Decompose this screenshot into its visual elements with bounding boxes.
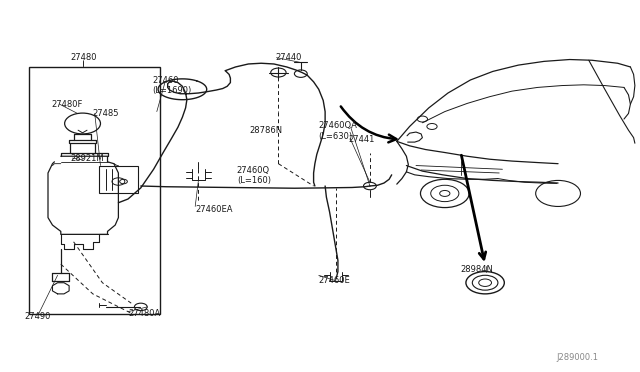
Text: 27490: 27490	[24, 312, 51, 321]
Text: 27440: 27440	[275, 53, 301, 62]
Text: 27460EA: 27460EA	[195, 205, 233, 214]
Text: 27460
(L=1690): 27460 (L=1690)	[152, 76, 191, 95]
Text: 28984N: 28984N	[461, 265, 493, 274]
Text: 27441: 27441	[349, 135, 375, 144]
Text: 28786N: 28786N	[250, 126, 283, 135]
Text: 27460QA
(L=630): 27460QA (L=630)	[319, 121, 358, 141]
Text: 27460Q
(L=160): 27460Q (L=160)	[237, 166, 271, 185]
Text: J289000.1: J289000.1	[557, 353, 599, 362]
Text: 28921M: 28921M	[70, 154, 104, 163]
Text: 27485: 27485	[93, 109, 119, 118]
Text: 27460E: 27460E	[319, 276, 351, 285]
Text: 27480A: 27480A	[128, 309, 160, 318]
Text: 27480F: 27480F	[51, 100, 83, 109]
Bar	[99, 166, 138, 193]
Bar	[29, 67, 160, 314]
Text: 27480: 27480	[70, 53, 97, 62]
